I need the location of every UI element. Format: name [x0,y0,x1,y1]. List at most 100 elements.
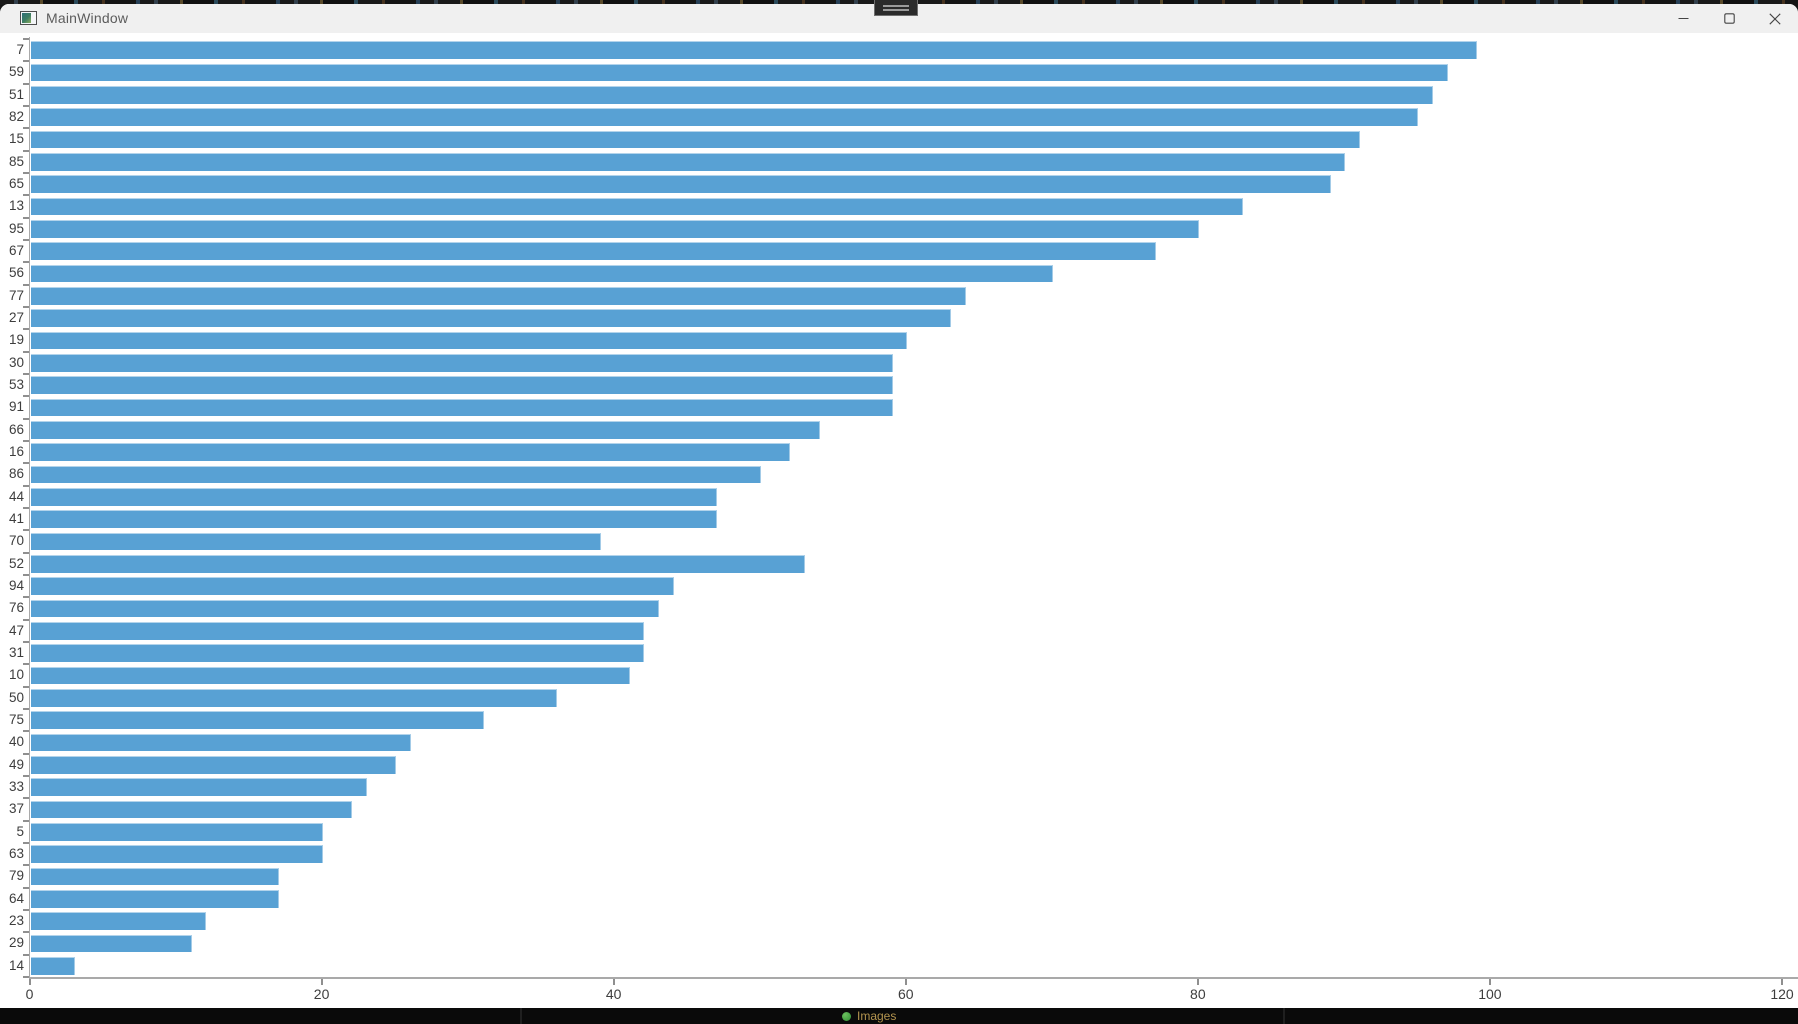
bar [31,41,1477,59]
taskbar-images-item[interactable]: Images [842,1008,896,1024]
y-axis-tick [22,238,29,241]
bar [31,286,966,305]
x-axis-tick [904,979,907,985]
bar [31,309,952,327]
y-tick-label: 23 [8,913,24,929]
bar [31,264,1054,283]
y-tick-label: 85 [8,153,24,169]
bar [31,778,367,796]
x-axis-tick [28,979,31,985]
y-tick-label: 70 [8,533,24,549]
y-axis-tick [22,640,29,643]
y-axis-tick [22,573,29,576]
close-button[interactable] [1752,4,1798,33]
y-axis-tick [22,953,29,956]
y-tick-label: 19 [8,332,24,348]
y-tick-label: 86 [8,466,24,482]
bar [31,867,280,886]
y-tick-label: 50 [8,689,24,705]
grip-line-icon [883,4,909,7]
maximize-button[interactable] [1706,4,1752,33]
y-axis-tick [22,975,29,978]
y-axis-tick [22,931,29,934]
bar [31,532,601,551]
y-axis-tick [22,417,29,420]
y-axis-tick [22,82,29,85]
y-tick-label: 67 [8,243,24,259]
y-axis-tick [22,462,29,465]
bar [31,733,411,752]
y-axis-tick [22,261,29,264]
y-tick-label: 66 [8,421,24,437]
y-axis-tick [22,730,29,733]
bar [31,889,280,908]
bar [31,152,1346,171]
x-axis-line [28,977,1798,979]
y-axis-tick [22,149,29,152]
bar-chart: 7 59 51 82 15 85 65 13 95 67 56 77 27 19 30 53 91 66 16 86 4… [0,33,1798,1024]
y-axis-tick [22,60,29,63]
bar [31,85,1433,104]
y-tick-label: 76 [8,600,24,616]
taskbar-images-label: Images [857,1009,897,1023]
bar [31,510,718,528]
y-tick-label: 14 [8,957,24,973]
y-tick-label: 64 [8,890,24,906]
bar [31,130,1360,149]
y-tick-label: 52 [8,555,24,571]
main-window: MainWindow [0,4,1798,1024]
y-axis-tick [22,797,29,800]
y-tick-label: 91 [8,399,24,415]
y-axis-tick [22,529,29,532]
screen-grip-tab[interactable] [874,0,918,16]
bar [31,331,908,350]
y-axis-tick [22,551,29,554]
y-axis-tick [22,841,29,844]
y-tick-label: 65 [8,176,24,192]
bar [31,755,397,774]
minimize-icon [1678,17,1688,20]
y-axis-tick [22,104,29,107]
bar [31,800,353,819]
y-tick-label: 94 [8,578,24,594]
x-tick-label: 100 [1478,986,1502,1002]
bar [31,666,630,685]
y-axis-tick [22,864,29,867]
taskbar-strip: Images [0,1008,1798,1024]
y-tick-label: 49 [8,756,24,772]
y-axis-tick [22,596,29,599]
y-tick-label: 59 [8,64,24,80]
bar [31,197,1244,216]
x-tick-label: 20 [313,986,330,1002]
y-axis-tick [22,663,29,666]
bar [31,621,645,640]
y-tick-label: 7 [16,42,24,58]
x-tick-label: 120 [1770,986,1794,1002]
bar [31,599,659,618]
y-tick-label: 51 [8,86,24,102]
app-window-icon [20,11,37,25]
bar [31,845,324,863]
grip-line-icon [883,8,909,11]
y-tick-label: 31 [8,645,24,661]
x-tick-label: 80 [1190,986,1206,1002]
x-axis-tick [1488,979,1491,985]
taskbar-divider [520,1008,522,1024]
y-axis-line [28,37,30,979]
bar [31,487,718,506]
y-tick-label: 27 [8,310,24,326]
y-tick-label: 44 [8,488,24,504]
y-tick-label: 79 [8,868,24,884]
y-tick-label: 40 [8,734,24,750]
y-tick-label: 13 [8,198,24,214]
y-axis-tick [22,819,29,822]
y-tick-label: 33 [8,779,24,795]
y-tick-label: 82 [8,109,24,125]
y-tick-label: 30 [8,354,24,370]
bar [31,554,806,573]
y-tick-label: 29 [8,935,24,951]
bar [31,443,791,461]
minimize-button[interactable] [1660,4,1706,33]
images-app-icon [842,1011,851,1021]
